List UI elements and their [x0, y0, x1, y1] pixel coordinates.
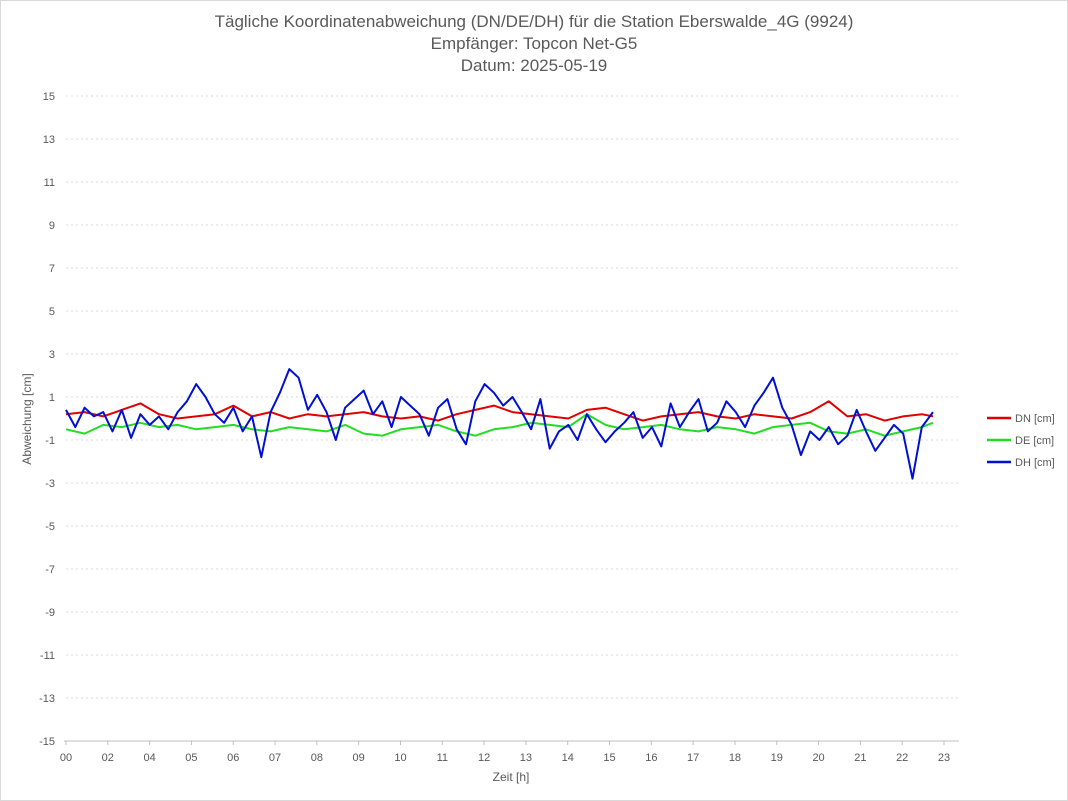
legend-label: DE [cm]: [1015, 435, 1054, 447]
y-tick-label: -11: [40, 650, 55, 662]
x-tick-label: 15: [603, 752, 615, 764]
y-tick-label: -1: [45, 435, 55, 447]
legend: DN [cm] DE [cm] DH [cm]: [987, 413, 1055, 469]
y-tick-label: -13: [39, 693, 55, 705]
legend-label: DH [cm]: [1015, 457, 1055, 469]
chart-title-line-1: Tägliche Koordinatenabweichung (DN/DE/DH…: [214, 12, 854, 31]
x-tick-label: 22: [896, 752, 908, 764]
chart-title: Tägliche Koordinatenabweichung (DN/DE/DH…: [1, 11, 1067, 77]
series-line-1: [65, 400, 934, 422]
y-tick-label: 7: [49, 263, 55, 275]
y-tick-label: -5: [45, 521, 55, 533]
x-tick-label: 18: [729, 752, 741, 764]
y-tick-label: 1: [49, 392, 55, 404]
x-tick-label: 06: [227, 752, 239, 764]
x-axis-title: Zeit [h]: [493, 770, 530, 784]
x-tick-label: 16: [645, 752, 657, 764]
x-tick-label: 07: [269, 752, 281, 764]
x-tick-label: 08: [311, 752, 323, 764]
x-tick-label: 19: [771, 752, 783, 764]
x-tick-labels: 00 02 04 05 06 07 08 09 10 11 12 13 14 15 16 17 18 19 20 21…: [60, 741, 950, 764]
x-tick-label: 14: [562, 752, 574, 764]
y-tick-label: -7: [45, 564, 55, 576]
y-tick-label: 13: [43, 134, 55, 146]
x-tick-label: 21: [854, 752, 866, 764]
grid-lines: [66, 95, 959, 699]
x-tick-label: 09: [353, 752, 365, 764]
x-tick-label: 05: [185, 752, 197, 764]
y-tick-label: 5: [49, 306, 55, 318]
series-line-3: [65, 368, 934, 480]
series-lines: [65, 368, 934, 480]
x-tick-label: 02: [102, 752, 114, 764]
y-tick-label: 11: [44, 177, 55, 189]
x-tick-label: 23: [938, 752, 950, 764]
y-tick-label: -15: [39, 736, 55, 748]
y-axis-title: Abweichung [cm]: [20, 373, 34, 464]
x-tick-label: 04: [143, 752, 155, 764]
x-tick-label: 11: [437, 752, 448, 764]
y-tick-label: 15: [43, 91, 55, 103]
y-tick-label: 9: [49, 220, 55, 232]
x-tick-label: 17: [687, 752, 699, 764]
y-tick-labels: 15 13 11 9 7 5 3 1 -1 -3 -5 -7 -9 -11 -13 -15: [39, 91, 55, 748]
legend-label: DN [cm]: [1015, 413, 1055, 425]
y-tick-label: 3: [49, 349, 55, 361]
x-tick-label: 20: [812, 752, 824, 764]
y-tick-label: -3: [45, 478, 55, 490]
x-tick-label: 12: [478, 752, 490, 764]
y-tick-label: -9: [45, 607, 55, 619]
series-line-2: [65, 413, 934, 437]
x-tick-label: 10: [394, 752, 406, 764]
chart-title-line-2: Empfänger: Topcon Net-G5: [430, 34, 638, 53]
x-tick-label: 00: [60, 752, 72, 764]
chart-title-line-3: Datum: 2025-05-19: [460, 56, 608, 75]
x-tick-label: 13: [520, 752, 532, 764]
